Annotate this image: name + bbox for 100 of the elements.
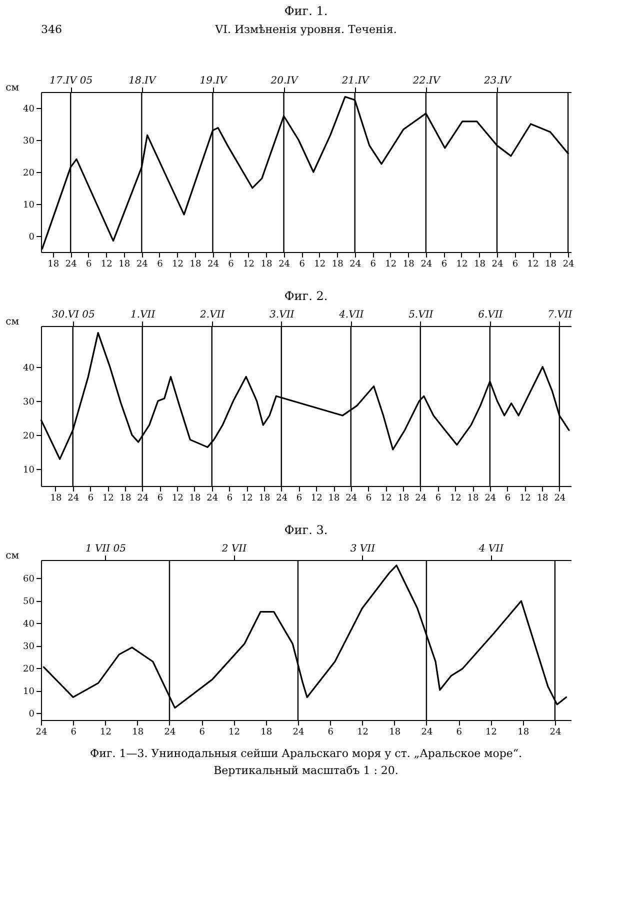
- x-tick-label: 24: [420, 260, 432, 270]
- x-tick-label: 12: [243, 260, 254, 270]
- y-tick-label: 40: [23, 620, 35, 630]
- x-tick-label: 24: [208, 260, 220, 270]
- x-tick-label: 12: [356, 728, 368, 738]
- x-tick-label: 18: [118, 260, 130, 270]
- x2-tick-label: 7.VII: [548, 310, 574, 320]
- x-tick-label: 24: [484, 494, 496, 504]
- y-tick-label: 30: [23, 136, 35, 146]
- x-tick-label: 12: [310, 494, 322, 504]
- y-tick-label: 30: [23, 397, 35, 408]
- y-tick-label: 50: [23, 597, 35, 608]
- x-tick-label: 24: [206, 494, 218, 504]
- x-tick-label: 12: [241, 494, 253, 504]
- x-tick-label: 12: [314, 260, 326, 270]
- x2-tick-label: 2.VII: [199, 310, 226, 320]
- x-tick-label: 6: [441, 260, 448, 270]
- text: VI. Измѣненія уровня. Теченія.: [214, 23, 397, 36]
- x2-tick-label: 23.IV: [482, 76, 513, 86]
- y-tick-label: 60: [23, 574, 35, 585]
- x2-tick-label: 3 VII: [350, 544, 376, 554]
- x-tick-label: 6: [370, 260, 376, 270]
- x-tick-label: 18: [120, 494, 132, 504]
- x-tick-label: 18: [545, 260, 557, 270]
- x2-tick-label: 6.VII: [478, 310, 504, 320]
- x-tick-label: 24: [137, 494, 149, 504]
- x2-tick-label: 1 VII 05: [85, 544, 126, 554]
- x-tick-label: 12: [519, 494, 531, 504]
- chart-title: Фиг. 3.: [284, 523, 328, 537]
- text: Фиг. 1—3. Унинодальныя сейши Аральскаго моря у ст. „Аральское море“.: [90, 747, 522, 760]
- y-tick-label: 0: [28, 232, 35, 242]
- x2-tick-label: 2 VII: [220, 544, 248, 554]
- x-tick-label: 18: [258, 494, 271, 504]
- y-tick-label: 40: [23, 363, 35, 374]
- x-tick-label: 12: [527, 260, 539, 270]
- x-tick-label: 12: [100, 728, 112, 738]
- y-axis-title: см: [6, 316, 20, 328]
- x-tick-label: 6: [86, 260, 92, 270]
- text: 346: [41, 23, 62, 36]
- x-tick-label: 18: [260, 728, 272, 738]
- text: Вертикальный масштабъ 1 : 20.: [214, 764, 398, 777]
- x2-tick-label: 30.VI 05: [52, 310, 95, 320]
- x-tick-label: 6: [328, 728, 334, 738]
- x-tick-label: 18: [189, 494, 201, 504]
- x-tick-label: 18: [402, 260, 415, 270]
- x-tick-label: 12: [228, 728, 240, 738]
- x-tick-label: 6: [299, 260, 306, 270]
- x2-tick-label: 22.IV: [412, 76, 442, 86]
- x-tick-label: 24: [562, 260, 575, 270]
- y-tick-label: 10: [23, 465, 35, 476]
- x-tick-label: 12: [172, 260, 184, 270]
- x-tick-label: 6: [296, 494, 302, 504]
- x-tick-label: 6: [435, 494, 442, 504]
- x-tick-label: 18: [536, 494, 549, 504]
- x-tick-label: 6: [456, 728, 462, 738]
- y-axis-title: см: [6, 82, 20, 94]
- x-tick-label: 18: [332, 260, 344, 270]
- x-tick-label: 18: [389, 728, 401, 738]
- x-tick-label: 18: [260, 260, 273, 270]
- y-tick-label: 20: [23, 431, 35, 442]
- x-tick-label: 24: [415, 494, 427, 504]
- x2-tick-label: 4.VII: [338, 310, 365, 320]
- x2-tick-label: 21.IV: [340, 76, 371, 86]
- x-tick-label: 6: [504, 494, 511, 504]
- x-tick-label: 18: [50, 494, 62, 504]
- x-tick-label: 24: [421, 728, 433, 738]
- x-tick-label: 6: [199, 728, 206, 738]
- x-tick-label: 12: [380, 494, 392, 504]
- x-tick-label: 12: [102, 494, 114, 504]
- x-tick-label: 24: [65, 260, 78, 270]
- x-tick-label: 24: [68, 494, 80, 504]
- y-axis-title: см: [6, 550, 20, 562]
- x-tick-label: 18: [190, 260, 202, 270]
- x-tick-label: 6: [512, 260, 518, 270]
- chart-title: Фиг. 2.: [284, 289, 328, 303]
- x-tick-label: 6: [228, 260, 234, 270]
- x-tick-label: 24: [164, 728, 176, 738]
- x-tick-label: 24: [276, 494, 288, 504]
- x-tick-label: 18: [474, 260, 486, 270]
- x-tick-label: 6: [226, 494, 233, 504]
- x2-tick-label: 17.IV 05: [50, 76, 93, 86]
- x2-tick-label: 18.IV: [128, 76, 158, 86]
- x2-tick-label: 19.IV: [200, 76, 229, 86]
- x-tick-label: 24: [292, 728, 304, 738]
- x-tick-label: 6: [157, 260, 164, 270]
- x-tick-label: 24: [350, 260, 362, 270]
- x-tick-label: 18: [467, 494, 480, 504]
- x-tick-label: 18: [328, 494, 340, 504]
- x2-tick-label: 4 VII: [478, 544, 505, 554]
- y-tick-label: 10: [23, 687, 35, 698]
- x-tick-label: 12: [172, 494, 184, 504]
- chart-title: Фиг. 1.: [284, 4, 328, 18]
- y-tick-label: 30: [23, 642, 35, 652]
- x-tick-label: 18: [132, 728, 144, 738]
- x-tick-label: 12: [385, 260, 397, 270]
- x-tick-label: 18: [48, 260, 60, 270]
- x2-tick-label: 1.VII: [130, 310, 156, 320]
- x-tick-label: 24: [278, 260, 290, 270]
- x-tick-label: 12: [450, 494, 462, 504]
- y-tick-label: 20: [23, 168, 35, 178]
